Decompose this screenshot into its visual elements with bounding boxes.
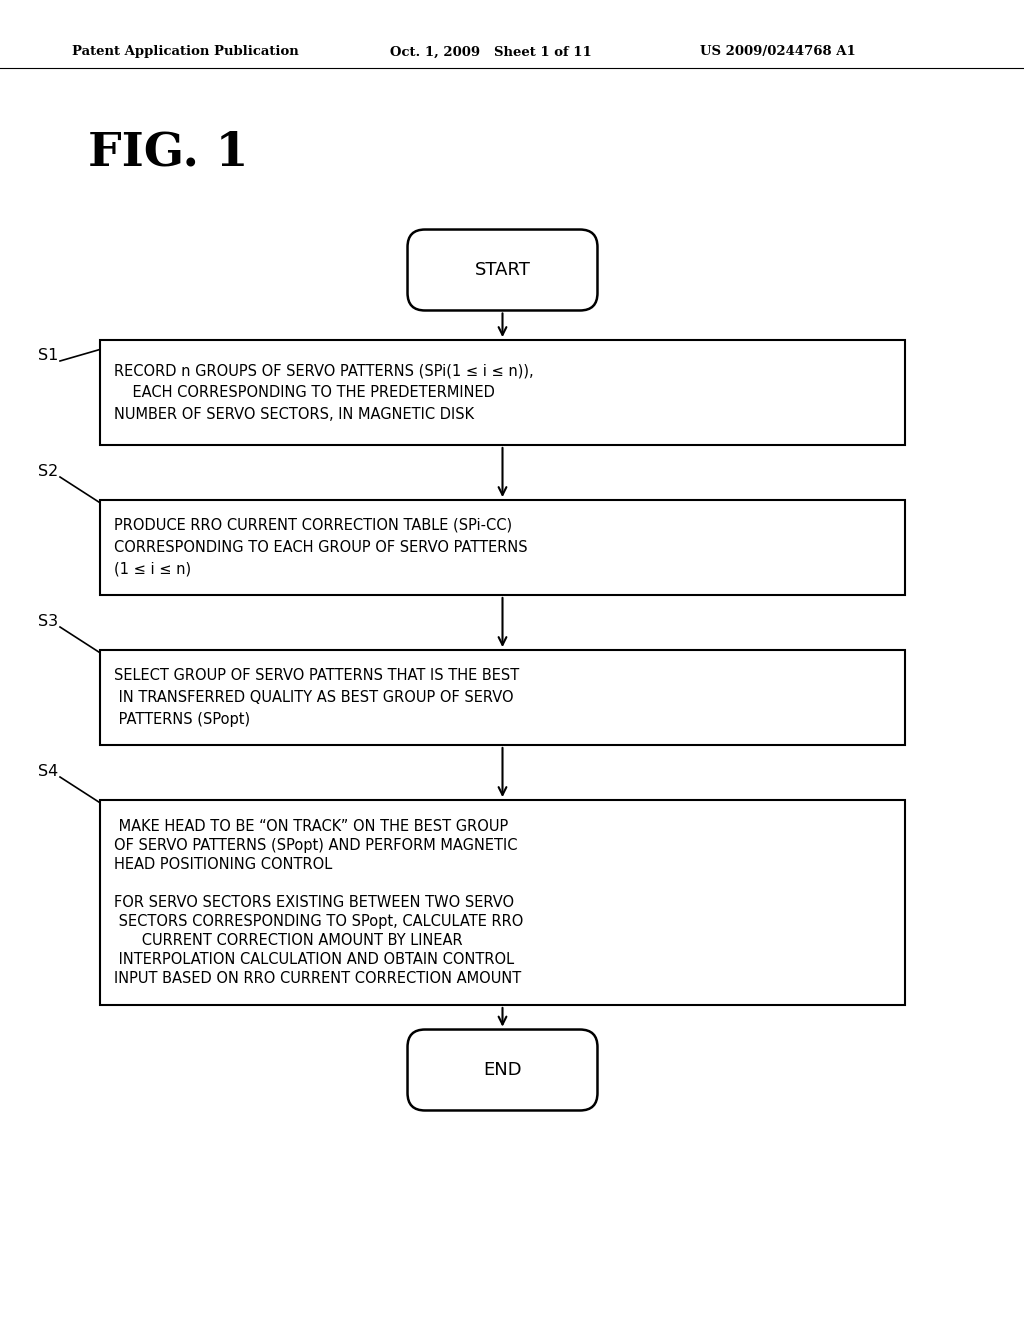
- Text: NUMBER OF SERVO SECTORS, IN MAGNETIC DISK: NUMBER OF SERVO SECTORS, IN MAGNETIC DIS…: [114, 407, 474, 422]
- Text: Oct. 1, 2009   Sheet 1 of 11: Oct. 1, 2009 Sheet 1 of 11: [390, 45, 592, 58]
- Text: S4: S4: [38, 764, 58, 780]
- Text: US 2009/0244768 A1: US 2009/0244768 A1: [700, 45, 856, 58]
- Text: FOR SERVO SECTORS EXISTING BETWEEN TWO SERVO: FOR SERVO SECTORS EXISTING BETWEEN TWO S…: [114, 895, 514, 909]
- Text: Patent Application Publication: Patent Application Publication: [72, 45, 299, 58]
- Text: OF SERVO PATTERNS (SPopt) AND PERFORM MAGNETIC: OF SERVO PATTERNS (SPopt) AND PERFORM MA…: [114, 838, 517, 853]
- Text: IN TRANSFERRED QUALITY AS BEST GROUP OF SERVO: IN TRANSFERRED QUALITY AS BEST GROUP OF …: [114, 690, 514, 705]
- Text: S1: S1: [38, 348, 58, 363]
- Text: EACH CORRESPONDING TO THE PREDETERMINED: EACH CORRESPONDING TO THE PREDETERMINED: [114, 385, 495, 400]
- Text: CURRENT CORRECTION AMOUNT BY LINEAR: CURRENT CORRECTION AMOUNT BY LINEAR: [114, 933, 463, 948]
- FancyBboxPatch shape: [100, 341, 905, 445]
- Text: (1 ≤ i ≤ n): (1 ≤ i ≤ n): [114, 562, 191, 577]
- FancyBboxPatch shape: [100, 649, 905, 744]
- Text: RECORD n GROUPS OF SERVO PATTERNS (SPi(1 ≤ i ≤ n)),: RECORD n GROUPS OF SERVO PATTERNS (SPi(1…: [114, 363, 534, 378]
- Text: SECTORS CORRESPONDING TO SPopt, CALCULATE RRO: SECTORS CORRESPONDING TO SPopt, CALCULAT…: [114, 913, 523, 929]
- Text: MAKE HEAD TO BE “ON TRACK” ON THE BEST GROUP: MAKE HEAD TO BE “ON TRACK” ON THE BEST G…: [114, 818, 508, 834]
- Text: START: START: [474, 261, 530, 279]
- Text: INPUT BASED ON RRO CURRENT CORRECTION AMOUNT: INPUT BASED ON RRO CURRENT CORRECTION AM…: [114, 972, 521, 986]
- Text: PRODUCE RRO CURRENT CORRECTION TABLE (SPi-CC): PRODUCE RRO CURRENT CORRECTION TABLE (SP…: [114, 517, 512, 533]
- Text: INTERPOLATION CALCULATION AND OBTAIN CONTROL: INTERPOLATION CALCULATION AND OBTAIN CON…: [114, 952, 514, 968]
- FancyBboxPatch shape: [408, 230, 597, 310]
- Text: S2: S2: [38, 465, 58, 479]
- Text: FIG. 1: FIG. 1: [88, 129, 249, 176]
- Text: END: END: [483, 1061, 522, 1078]
- Text: S3: S3: [38, 615, 58, 630]
- Text: SELECT GROUP OF SERVO PATTERNS THAT IS THE BEST: SELECT GROUP OF SERVO PATTERNS THAT IS T…: [114, 668, 519, 682]
- Text: HEAD POSITIONING CONTROL: HEAD POSITIONING CONTROL: [114, 857, 332, 873]
- Text: CORRESPONDING TO EACH GROUP OF SERVO PATTERNS: CORRESPONDING TO EACH GROUP OF SERVO PAT…: [114, 540, 527, 554]
- FancyBboxPatch shape: [100, 800, 905, 1005]
- FancyBboxPatch shape: [408, 1030, 597, 1110]
- Text: PATTERNS (SPopt): PATTERNS (SPopt): [114, 711, 250, 727]
- FancyBboxPatch shape: [100, 500, 905, 595]
